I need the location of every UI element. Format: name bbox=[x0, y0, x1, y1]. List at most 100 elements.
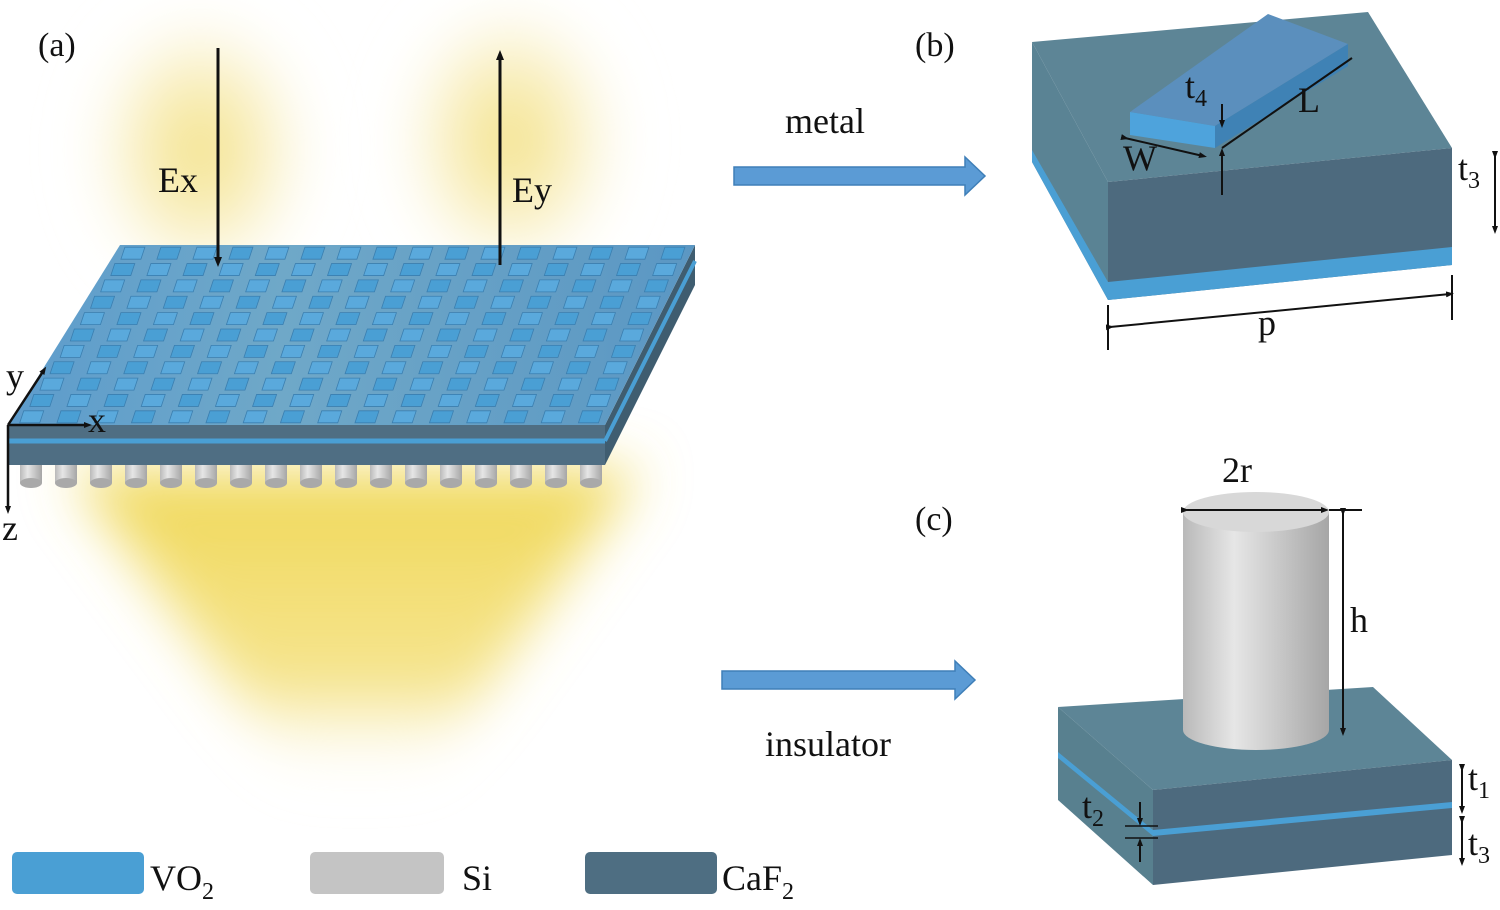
axis-z-label: z bbox=[2, 508, 18, 548]
vo2-resonator bbox=[354, 410, 380, 424]
vo2-resonator bbox=[179, 328, 205, 342]
vo2-resonator bbox=[579, 263, 605, 276]
vo2-resonator bbox=[162, 295, 188, 309]
vo2-resonator bbox=[289, 328, 315, 342]
vo2-resonator bbox=[528, 361, 555, 375]
vo2-resonator bbox=[262, 312, 288, 326]
vo2-resonator bbox=[526, 295, 552, 309]
vo2-resonator bbox=[463, 344, 489, 358]
vo2-resonator bbox=[216, 328, 242, 342]
vo2-resonator bbox=[453, 295, 479, 309]
vo2-resonator bbox=[344, 295, 370, 309]
vo2-resonator bbox=[517, 312, 543, 326]
vo2-resonator bbox=[177, 394, 203, 407]
vo2-resonator bbox=[500, 344, 526, 358]
vo2-resonator bbox=[243, 344, 269, 358]
vo2-resonator bbox=[29, 394, 55, 407]
vo2-bottom-layer bbox=[1108, 247, 1452, 300]
dim-2r: 2r bbox=[1222, 450, 1252, 490]
ex-label: Ex bbox=[158, 160, 198, 200]
panel-b: (b) t4 L W t3 p bbox=[915, 12, 1498, 350]
vo2-resonator bbox=[252, 328, 278, 342]
dim-t3-c: t3 bbox=[1468, 823, 1490, 869]
vo2-resonator bbox=[182, 263, 208, 276]
dim-W: W bbox=[1123, 138, 1157, 178]
vo2-resonator bbox=[574, 344, 600, 358]
vo2-resonator bbox=[172, 279, 198, 293]
vo2-resonator bbox=[520, 377, 546, 391]
vo2-resonator bbox=[552, 246, 578, 260]
vo2-resonator bbox=[381, 361, 407, 375]
vo2-resonator bbox=[336, 246, 362, 260]
panel-a: (a) Ex Ey y x z bbox=[2, 0, 697, 780]
vo2-resonator bbox=[537, 344, 563, 358]
vo2-resonator bbox=[103, 394, 129, 407]
vo2-resonator bbox=[93, 410, 119, 424]
vo2-resonator bbox=[298, 312, 324, 326]
panel-a-label: (a) bbox=[38, 27, 76, 64]
panel-c-label: (c) bbox=[915, 501, 953, 538]
vo2-resonator bbox=[19, 410, 45, 424]
vo2-resonator bbox=[428, 410, 455, 424]
vo2-resonator bbox=[380, 295, 407, 309]
vo2-resonator bbox=[150, 377, 176, 391]
vo2-resonator bbox=[543, 263, 569, 276]
vo2-resonator bbox=[199, 295, 225, 309]
vo2-resonator bbox=[549, 394, 575, 407]
vo2-resonator bbox=[400, 394, 426, 407]
vo2-resonator bbox=[326, 394, 352, 407]
vo2-resonator bbox=[643, 279, 669, 293]
vo2-resonator bbox=[607, 279, 633, 293]
vo2-resonator bbox=[498, 279, 524, 293]
vo2-resonator bbox=[86, 361, 112, 375]
caf2-base-front bbox=[1153, 760, 1452, 885]
vo2-resonator bbox=[281, 279, 307, 293]
vo2-resonator bbox=[582, 328, 608, 342]
vo2-resonator bbox=[372, 246, 398, 260]
vo2-resonator bbox=[169, 344, 195, 358]
vo2-resonator bbox=[586, 394, 612, 407]
vo2-resonator bbox=[280, 344, 306, 358]
vo2-resonator bbox=[316, 344, 342, 358]
vo2-resonator bbox=[113, 377, 139, 391]
vo2-thin-layer bbox=[1153, 802, 1452, 836]
vo2-resonator bbox=[187, 377, 213, 391]
vo2-resonator bbox=[509, 328, 535, 342]
vo2-resonator bbox=[565, 361, 591, 375]
insulator-arrow bbox=[721, 659, 977, 701]
vo2-resonator bbox=[390, 344, 416, 358]
vo2-resonator bbox=[116, 312, 142, 326]
vo2-resonator bbox=[353, 344, 379, 358]
axis-x-label: x bbox=[88, 400, 106, 440]
vo2-resonator bbox=[100, 279, 126, 293]
vo2-resonator bbox=[66, 394, 92, 407]
vo2-resonator bbox=[483, 377, 509, 391]
vo2-resonator bbox=[545, 328, 571, 342]
vo2-resonator bbox=[110, 263, 136, 276]
vo2-resonator bbox=[474, 394, 500, 407]
vo2-resonator bbox=[298, 377, 324, 391]
si-pillar-body bbox=[1183, 512, 1329, 750]
vo2-resonator bbox=[444, 312, 470, 326]
vo2-resonator bbox=[197, 361, 223, 375]
vo2-resonator bbox=[535, 279, 561, 293]
vo2-resonator bbox=[245, 279, 271, 293]
insulator-label: insulator bbox=[765, 724, 891, 764]
vo2-resonator bbox=[106, 328, 132, 342]
vo2-bar-side bbox=[1215, 44, 1348, 148]
vo2-resonator bbox=[49, 361, 75, 375]
vo2-resonator bbox=[279, 410, 306, 424]
vo2-resonator bbox=[391, 410, 417, 424]
vo2-resonator bbox=[602, 361, 628, 375]
vo2-resonator bbox=[427, 344, 453, 358]
dim-L: L bbox=[1298, 80, 1320, 120]
vo2-resonator bbox=[492, 361, 518, 375]
vo2-resonator bbox=[417, 295, 443, 309]
vo2-resonator bbox=[69, 328, 95, 342]
vo2-resonator bbox=[455, 361, 481, 375]
metal-label: metal bbox=[785, 101, 865, 141]
vo2-resonator bbox=[599, 295, 625, 309]
legend-swatch-vo2 bbox=[12, 852, 144, 894]
vo2-resonator bbox=[89, 295, 116, 309]
